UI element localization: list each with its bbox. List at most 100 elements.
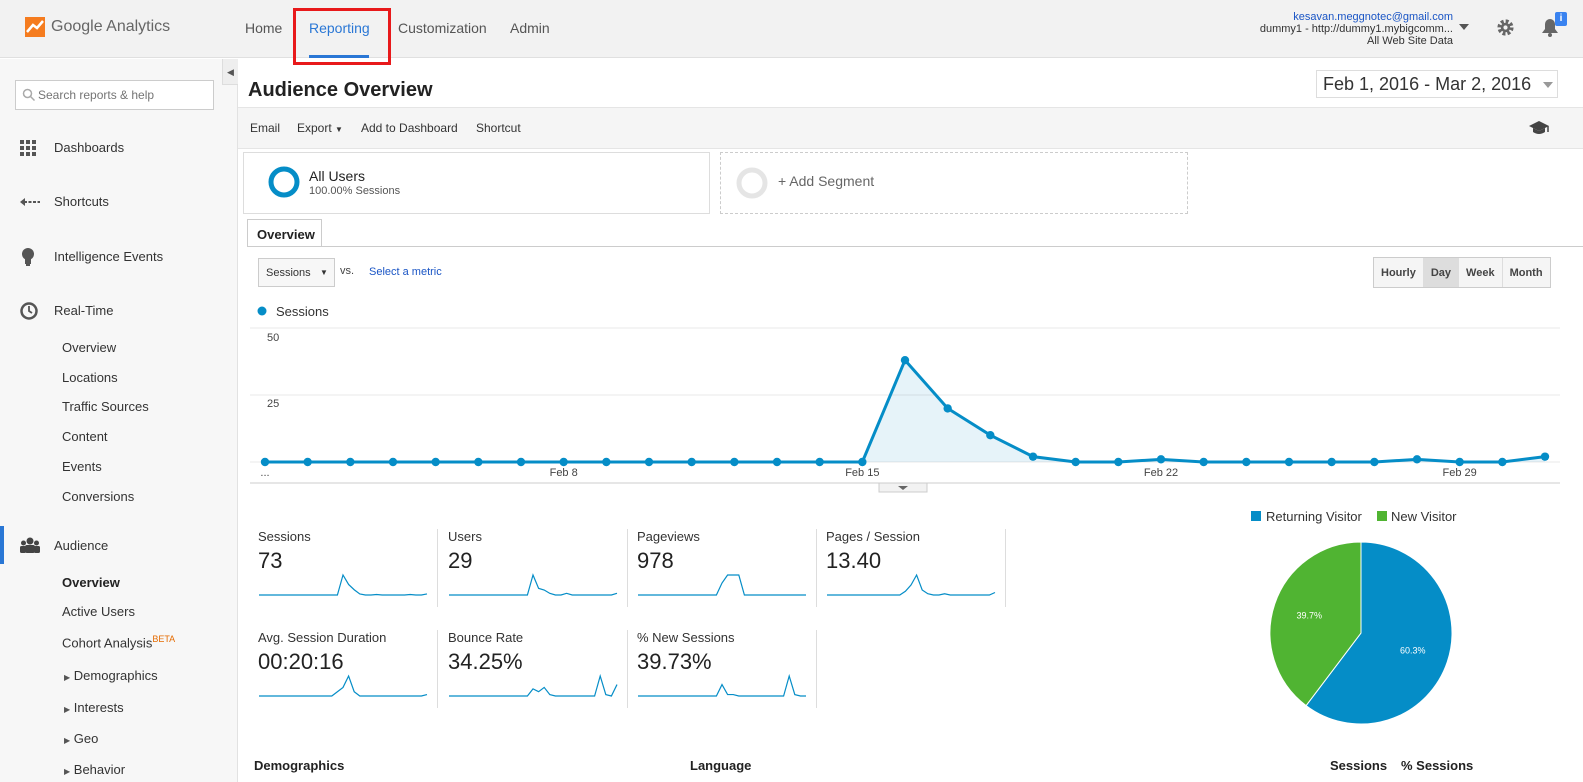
data-point[interactable] xyxy=(687,457,696,467)
week-button[interactable]: Week xyxy=(1459,258,1503,287)
data-point[interactable] xyxy=(772,457,782,467)
metric-card[interactable]: Users 29 xyxy=(448,529,628,607)
logo[interactable]: Google Analytics xyxy=(25,17,170,37)
metric-selector[interactable]: Sessions ▼ xyxy=(258,258,335,287)
active-section-indicator xyxy=(0,526,4,564)
audience-cohort-analysis[interactable]: Cohort AnalysisBETA xyxy=(62,634,175,650)
realtime-overview[interactable]: Overview xyxy=(62,340,117,355)
dropdown-caret-icon: ▼ xyxy=(335,125,343,134)
segment-all-users[interactable]: All Users 100.00% Sessions xyxy=(243,152,710,214)
add-segment-label: + Add Segment xyxy=(778,173,875,189)
metric-card[interactable]: Sessions 73 xyxy=(258,529,438,607)
sidebar-item-intelligence-events[interactable]: Intelligence Events xyxy=(54,249,164,264)
data-point[interactable] xyxy=(1370,457,1379,467)
metric-card[interactable]: Bounce Rate 34.25% xyxy=(448,630,628,708)
realtime-content[interactable]: Content xyxy=(62,429,108,444)
audience-behavior[interactable]: ▶ Behavior xyxy=(64,762,125,777)
data-point[interactable] xyxy=(986,431,995,440)
data-point[interactable] xyxy=(388,457,398,467)
date-range-picker[interactable]: Feb 1, 2016 - Mar 2, 2016 xyxy=(1316,70,1558,98)
add-segment-button[interactable]: + Add Segment xyxy=(720,152,1188,214)
data-point[interactable] xyxy=(943,404,952,413)
data-point[interactable] xyxy=(1412,455,1422,464)
data-point[interactable] xyxy=(346,457,355,467)
sidebar-item-dashboards[interactable]: Dashboards xyxy=(54,140,125,155)
data-point[interactable] xyxy=(602,457,611,467)
pie-slice[interactable] xyxy=(1305,541,1453,725)
shortcut-button[interactable]: Shortcut xyxy=(476,121,521,135)
export-button[interactable]: Export ▼ xyxy=(297,121,343,135)
month-button[interactable]: Month xyxy=(1509,267,1543,279)
day-button[interactable]: Day xyxy=(1423,258,1460,287)
metric-card[interactable]: % New Sessions 39.73% xyxy=(637,630,817,708)
data-point[interactable] xyxy=(1284,457,1294,467)
realtime-traffic-sources[interactable]: Traffic Sources xyxy=(62,399,149,414)
interests-label: Interests xyxy=(73,700,124,715)
data-point[interactable] xyxy=(1327,457,1336,467)
data-point[interactable] xyxy=(1242,457,1251,467)
data-point[interactable] xyxy=(1199,457,1208,467)
data-point[interactable] xyxy=(858,457,867,467)
realtime-locations[interactable]: Locations xyxy=(62,370,118,385)
vs-label: vs. xyxy=(340,265,355,277)
pct-sessions-column-header: % Sessions xyxy=(1401,758,1474,773)
data-point[interactable] xyxy=(815,457,824,467)
data-point[interactable] xyxy=(1028,452,1038,461)
audience-overview[interactable]: Overview xyxy=(62,575,120,590)
data-point[interactable] xyxy=(260,457,270,467)
audience-interests[interactable]: ▶ Interests xyxy=(64,700,124,715)
data-point[interactable] xyxy=(1498,457,1507,467)
tab-overview[interactable]: Overview xyxy=(247,219,322,247)
metric-card[interactable]: Pageviews 978 xyxy=(637,529,817,607)
data-point[interactable] xyxy=(1455,457,1464,467)
audience-geo[interactable]: ▶ Geo xyxy=(64,731,98,746)
nav-customization[interactable]: Customization xyxy=(398,20,487,36)
data-point[interactable] xyxy=(303,457,312,467)
data-point[interactable] xyxy=(431,457,440,467)
legend-dot-icon xyxy=(257,306,267,316)
data-point[interactable] xyxy=(516,457,526,467)
x-tick-label: Feb 15 xyxy=(845,467,879,479)
data-point[interactable] xyxy=(900,355,910,365)
audience-active-users[interactable]: Active Users xyxy=(62,604,135,619)
sidebar-item-realtime[interactable]: Real-Time xyxy=(54,303,114,318)
expand-triangle-icon: ▶ xyxy=(64,767,71,776)
metric-card[interactable]: Avg. Session Duration 00:20:16 xyxy=(258,630,438,708)
pie-slice[interactable] xyxy=(1269,541,1362,707)
sparkline xyxy=(638,673,806,697)
demographics-label: Demographics xyxy=(73,668,158,683)
account-info[interactable]: kesavan.meggnotec@gmail.com dummy1 - htt… xyxy=(1260,11,1453,47)
data-point[interactable] xyxy=(1156,455,1166,464)
sparkline xyxy=(449,673,618,697)
sidebar-item-shortcuts[interactable]: Shortcuts xyxy=(54,194,109,209)
data-point[interactable] xyxy=(474,457,483,467)
data-point[interactable] xyxy=(559,457,568,467)
realtime-conversions[interactable]: Conversions xyxy=(62,489,135,504)
sidebar-item-audience[interactable]: Audience xyxy=(54,538,109,553)
data-point[interactable] xyxy=(730,457,739,467)
notifications-bell-icon[interactable] xyxy=(1539,16,1561,38)
visitor-pie-chart[interactable]: 60.3% 39.7% xyxy=(1265,537,1457,729)
select-metric-link[interactable]: Select a metric xyxy=(369,266,442,278)
hourly-button[interactable]: Hourly xyxy=(1374,258,1424,287)
data-point[interactable] xyxy=(1071,457,1080,467)
search-input[interactable] xyxy=(36,87,206,103)
education-cap-icon[interactable] xyxy=(1528,120,1550,136)
data-point[interactable] xyxy=(1540,452,1550,461)
metric-card[interactable]: Pages / Session 13.40 xyxy=(826,529,1006,607)
data-point[interactable] xyxy=(1114,457,1123,467)
collapse-sidebar-button[interactable]: ◀ xyxy=(222,59,238,85)
data-point[interactable] xyxy=(644,457,654,467)
email-button[interactable]: Email xyxy=(250,121,281,135)
y-tick-label: 25 xyxy=(267,398,279,410)
search-box[interactable] xyxy=(15,80,214,110)
settings-gear-icon[interactable] xyxy=(1496,18,1515,37)
sessions-line-chart[interactable]: 50 25 ... Feb 8 Feb 15 Feb 22 Feb 29 xyxy=(250,325,1560,495)
realtime-events[interactable]: Events xyxy=(62,459,102,474)
account-dropdown-icon[interactable] xyxy=(1459,24,1469,30)
add-to-dashboard-button[interactable]: Add to Dashboard xyxy=(361,121,458,135)
nav-admin[interactable]: Admin xyxy=(510,20,550,36)
nav-home[interactable]: Home xyxy=(245,20,283,36)
audience-demographics[interactable]: ▶ Demographics xyxy=(64,668,158,683)
nav-reporting[interactable]: Reporting xyxy=(309,20,370,36)
